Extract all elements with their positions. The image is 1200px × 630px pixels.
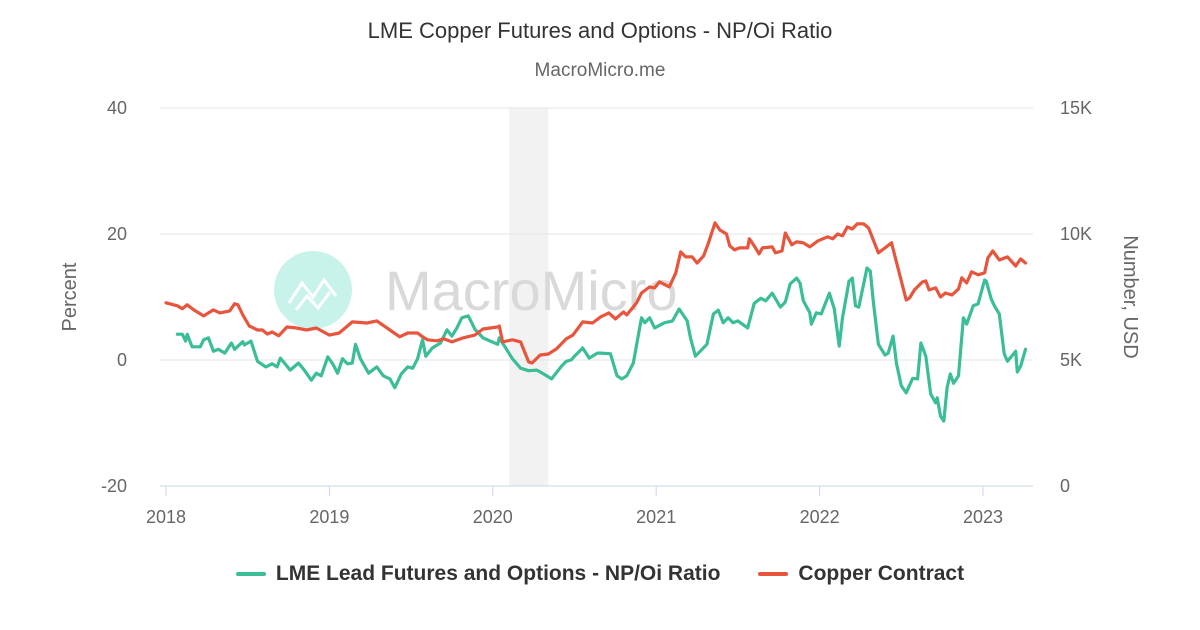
- chart-subtitle: MacroMicro.me: [534, 60, 666, 81]
- y-left-tick-label: 20: [107, 224, 127, 244]
- legend-item-copper-contract[interactable]: Copper Contract: [758, 562, 964, 586]
- y-left-tick-label: 40: [107, 98, 127, 118]
- y-right-axis-title: Number, USD: [1119, 235, 1141, 358]
- y-right-tick-label: 10K: [1060, 224, 1092, 244]
- legend-swatch-red: [758, 572, 789, 576]
- series-line-copper-contract: [164, 221, 1028, 365]
- x-tick-label: 2020: [473, 507, 513, 527]
- x-tick-label: 2023: [963, 507, 1003, 527]
- watermark-chart-icon: [287, 277, 338, 304]
- watermark-logo-circle: [274, 251, 352, 329]
- shaded-region: [509, 108, 549, 486]
- chart-title: LME Copper Futures and Options - NP/Oi R…: [367, 18, 833, 43]
- y-left-tick-label: 0: [117, 350, 127, 370]
- legend-label: Copper Contract: [798, 562, 965, 585]
- series-line-lead-np-oi: [175, 266, 1028, 423]
- y-right-tick-label: 5K: [1060, 350, 1082, 370]
- y-left-tick-label: -20: [101, 476, 127, 496]
- x-tick-label: 2018: [146, 507, 186, 527]
- legend-swatch-green: [235, 572, 266, 576]
- y-left-axis-title: Percent: [59, 262, 81, 331]
- x-tick-label: 2022: [800, 507, 840, 527]
- y-right-tick-label: 15K: [1060, 98, 1092, 118]
- watermark-logo: MacroMicro: [274, 251, 677, 329]
- x-tick-label: 2021: [636, 507, 676, 527]
- x-tick-label: 2019: [309, 507, 349, 527]
- watermark-chart-icon-2: [294, 291, 332, 311]
- legend-label: LME Lead Futures and Options - NP/Oi Rat…: [275, 562, 721, 585]
- y-right-tick-label: 0: [1060, 476, 1070, 496]
- legend: LME Lead Futures and Options - NP/Oi Rat…: [0, 562, 1200, 586]
- legend-item-lead-np-oi[interactable]: LME Lead Futures and Options - NP/Oi Rat…: [235, 562, 721, 586]
- watermark-text: MacroMicro: [385, 259, 677, 322]
